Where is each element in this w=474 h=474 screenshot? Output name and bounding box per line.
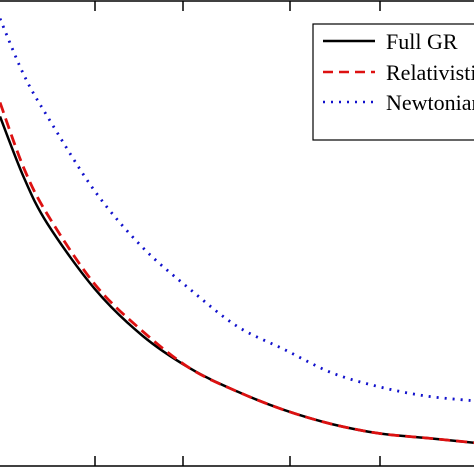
series-layer (0, 18, 474, 445)
legend-box (312, 23, 474, 141)
series-line-newtonian (0, 18, 474, 403)
legend: Full GR Relativistic Newtonian (312, 23, 474, 141)
legend-label-relativistic: Relativistic (386, 60, 474, 85)
axis-ticks (94, 1, 381, 466)
legend-label-full-gr: Full GR (386, 29, 458, 54)
legend-label-newtonian: Newtonian (386, 90, 474, 115)
series-line-relativistic (0, 102, 474, 445)
